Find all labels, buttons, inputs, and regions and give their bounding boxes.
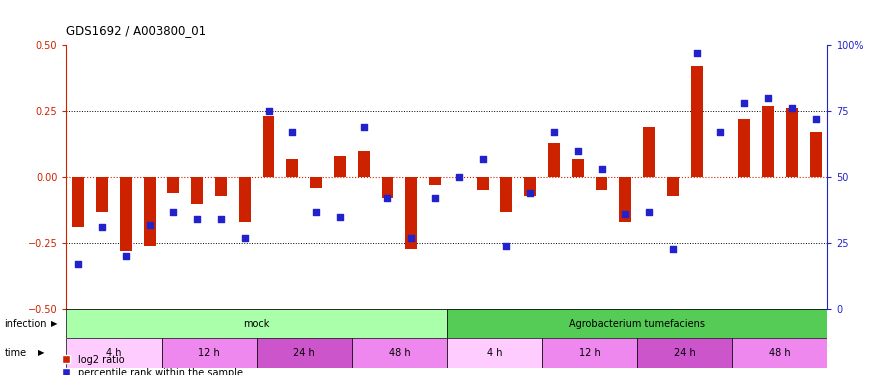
- FancyBboxPatch shape: [542, 338, 637, 368]
- Point: [642, 209, 656, 214]
- Point: [499, 243, 513, 249]
- Bar: [119, 177, 132, 251]
- Point: [166, 209, 181, 214]
- Text: infection: infection: [4, 319, 47, 329]
- Point: [689, 50, 704, 56]
- Bar: [287, 159, 298, 177]
- Text: 4 h: 4 h: [106, 348, 122, 358]
- Text: ▶: ▶: [38, 348, 44, 357]
- Point: [309, 209, 323, 214]
- Point: [142, 222, 157, 228]
- Bar: [263, 116, 274, 177]
- FancyBboxPatch shape: [447, 338, 542, 368]
- Point: [285, 129, 299, 135]
- Point: [619, 211, 633, 217]
- Text: ▶: ▶: [51, 320, 58, 328]
- Bar: [429, 177, 441, 185]
- Point: [547, 129, 561, 135]
- Point: [666, 246, 680, 252]
- Bar: [239, 177, 250, 222]
- Text: Agrobacterium tumefaciens: Agrobacterium tumefaciens: [569, 319, 705, 329]
- Point: [190, 216, 204, 222]
- Point: [238, 235, 252, 241]
- Bar: [191, 177, 204, 204]
- Bar: [690, 66, 703, 177]
- Bar: [96, 177, 108, 212]
- Point: [737, 100, 751, 106]
- Text: GDS1692 / A003800_01: GDS1692 / A003800_01: [66, 24, 206, 38]
- Bar: [572, 159, 584, 177]
- Point: [381, 195, 395, 201]
- Point: [571, 148, 585, 154]
- Bar: [524, 177, 536, 196]
- Text: 24 h: 24 h: [293, 348, 315, 358]
- Text: 24 h: 24 h: [673, 348, 696, 358]
- Bar: [810, 132, 821, 177]
- Point: [261, 108, 275, 114]
- Text: mock: mock: [243, 319, 270, 329]
- Point: [451, 174, 466, 180]
- Text: 12 h: 12 h: [579, 348, 601, 358]
- Bar: [477, 177, 489, 190]
- Bar: [405, 177, 417, 249]
- Point: [95, 224, 109, 230]
- FancyBboxPatch shape: [637, 338, 733, 368]
- Bar: [358, 151, 370, 177]
- Bar: [500, 177, 512, 212]
- Point: [809, 116, 823, 122]
- Bar: [738, 119, 750, 177]
- Bar: [620, 177, 631, 222]
- Point: [71, 261, 85, 267]
- Bar: [667, 177, 679, 196]
- FancyBboxPatch shape: [352, 338, 447, 368]
- Point: [357, 124, 371, 130]
- Point: [404, 235, 419, 241]
- FancyBboxPatch shape: [66, 309, 447, 338]
- Point: [428, 195, 442, 201]
- Bar: [215, 177, 227, 196]
- Text: 48 h: 48 h: [769, 348, 790, 358]
- Bar: [596, 177, 607, 190]
- Point: [475, 156, 489, 162]
- Bar: [310, 177, 322, 188]
- FancyBboxPatch shape: [733, 338, 827, 368]
- Bar: [73, 177, 84, 227]
- Point: [333, 214, 347, 220]
- Bar: [548, 143, 560, 177]
- Bar: [762, 106, 774, 177]
- Text: time: time: [4, 348, 27, 358]
- Point: [761, 95, 775, 101]
- Bar: [643, 127, 655, 177]
- Bar: [786, 108, 797, 177]
- FancyBboxPatch shape: [447, 309, 827, 338]
- Text: 4 h: 4 h: [487, 348, 503, 358]
- FancyBboxPatch shape: [257, 338, 352, 368]
- Bar: [334, 156, 346, 177]
- Point: [214, 216, 228, 222]
- FancyBboxPatch shape: [66, 338, 161, 368]
- FancyBboxPatch shape: [161, 338, 257, 368]
- Legend: log2 ratio, percentile rank within the sample: log2 ratio, percentile rank within the s…: [62, 355, 243, 375]
- Bar: [143, 177, 156, 246]
- Point: [119, 254, 133, 260]
- Point: [523, 190, 537, 196]
- Point: [595, 166, 609, 172]
- Text: 12 h: 12 h: [198, 348, 220, 358]
- Bar: [167, 177, 180, 193]
- Point: [785, 105, 799, 111]
- Point: [713, 129, 727, 135]
- Bar: [381, 177, 394, 198]
- Text: 48 h: 48 h: [389, 348, 410, 358]
